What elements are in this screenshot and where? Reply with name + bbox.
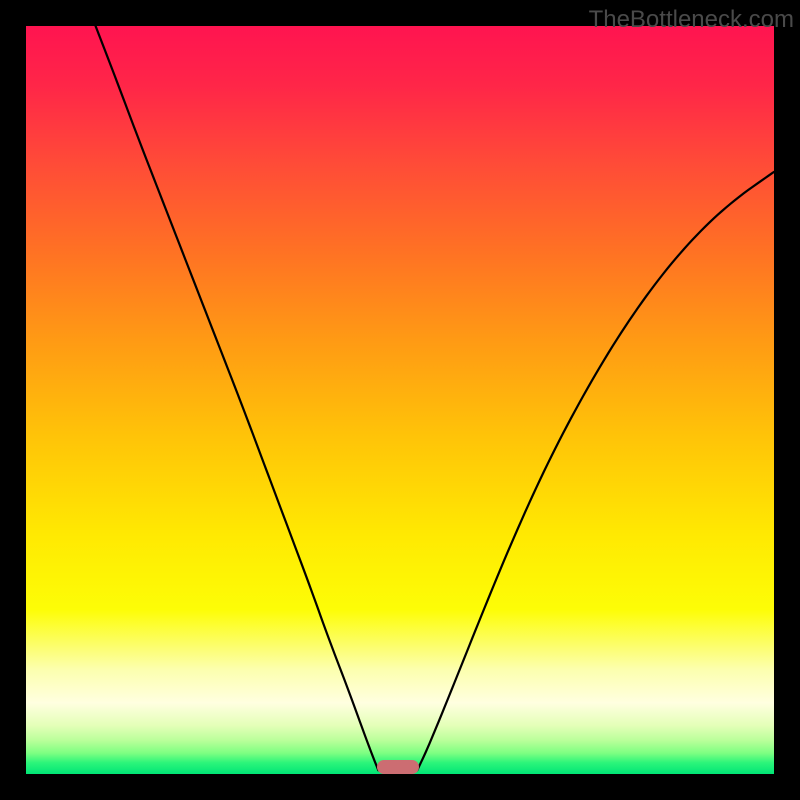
watermark-text: TheBottleneck.com [589,6,794,34]
left-curve [96,26,379,770]
bottleneck-chart: TheBottleneck.com [0,0,800,800]
right-curve [417,172,774,770]
bottleneck-marker [377,760,419,774]
plot-area [26,26,774,774]
curve-layer [26,26,774,774]
